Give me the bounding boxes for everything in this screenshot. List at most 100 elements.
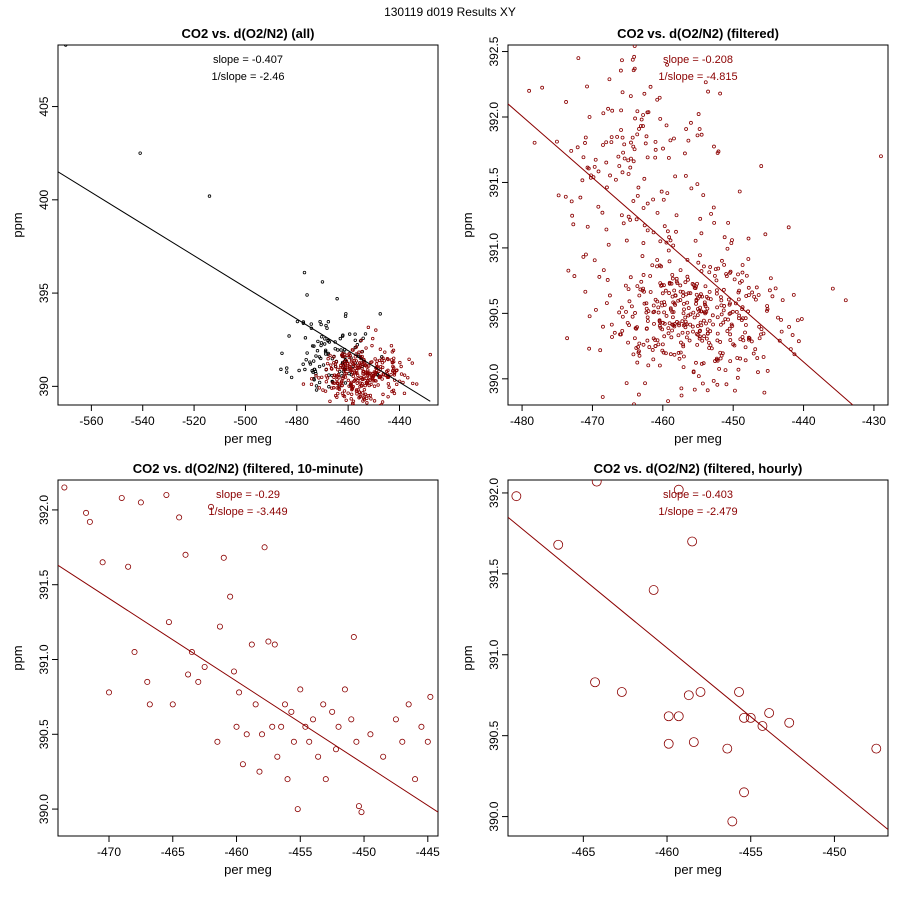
data-point bbox=[757, 336, 762, 341]
data-point bbox=[604, 160, 609, 165]
data-point bbox=[314, 354, 318, 358]
data-point bbox=[418, 723, 425, 730]
data-point bbox=[609, 140, 614, 145]
data-point bbox=[698, 334, 702, 339]
data-point bbox=[737, 313, 742, 318]
data-point bbox=[667, 321, 672, 326]
data-point bbox=[614, 177, 618, 182]
data-point bbox=[332, 375, 336, 379]
data-point bbox=[705, 327, 710, 332]
data-point bbox=[288, 708, 295, 715]
data-point bbox=[680, 319, 685, 324]
data-point bbox=[692, 315, 697, 320]
data-point bbox=[628, 94, 633, 99]
data-point bbox=[615, 134, 620, 139]
data-point bbox=[621, 221, 626, 226]
data-point bbox=[350, 358, 354, 362]
data-point bbox=[399, 372, 404, 376]
data-point bbox=[681, 344, 686, 349]
data-point bbox=[757, 324, 762, 329]
data-point bbox=[732, 277, 737, 282]
data-point bbox=[341, 354, 346, 359]
data-point bbox=[708, 265, 713, 269]
data-point bbox=[795, 318, 800, 323]
data-point bbox=[713, 273, 717, 278]
data-point bbox=[648, 290, 653, 294]
x-tick-label: -460 bbox=[225, 845, 249, 859]
data-point bbox=[555, 139, 559, 144]
data-point bbox=[144, 678, 151, 685]
data-point bbox=[685, 274, 690, 279]
data-point bbox=[666, 155, 671, 160]
data-point bbox=[338, 336, 343, 341]
data-point bbox=[363, 371, 368, 376]
data-point bbox=[349, 397, 353, 401]
data-point bbox=[753, 347, 758, 352]
data-point bbox=[303, 336, 308, 340]
data-point bbox=[317, 376, 321, 380]
data-point bbox=[673, 484, 684, 495]
data-point bbox=[308, 362, 313, 366]
data-point bbox=[355, 371, 359, 376]
data-point bbox=[370, 373, 374, 377]
data-point bbox=[632, 336, 637, 341]
data-point bbox=[676, 298, 681, 303]
data-point bbox=[660, 342, 665, 347]
data-point bbox=[678, 350, 683, 355]
data-point bbox=[565, 336, 570, 341]
data-point bbox=[644, 301, 649, 306]
data-point bbox=[681, 365, 686, 370]
data-point bbox=[352, 379, 356, 384]
data-point bbox=[756, 370, 760, 375]
y-tick-label: 390 bbox=[37, 376, 51, 396]
data-point bbox=[563, 194, 568, 199]
data-point bbox=[627, 323, 631, 327]
data-point bbox=[316, 339, 320, 344]
data-point bbox=[711, 322, 715, 327]
data-point bbox=[628, 165, 633, 170]
data-point bbox=[696, 112, 701, 116]
data-point bbox=[659, 189, 664, 194]
data-point bbox=[725, 329, 730, 333]
data-point bbox=[635, 132, 640, 137]
data-point bbox=[688, 737, 699, 748]
data-point bbox=[353, 338, 357, 342]
data-point bbox=[635, 360, 640, 365]
data-point bbox=[335, 297, 339, 301]
data-point bbox=[367, 731, 374, 738]
data-point bbox=[360, 350, 364, 354]
data-point bbox=[720, 351, 725, 356]
data-point bbox=[651, 303, 656, 308]
fit-line bbox=[58, 564, 438, 813]
data-point bbox=[592, 258, 597, 263]
data-point bbox=[347, 371, 351, 376]
data-point bbox=[629, 304, 634, 309]
data-point bbox=[667, 281, 672, 286]
data-point bbox=[704, 336, 709, 341]
data-point bbox=[601, 324, 605, 329]
data-point bbox=[335, 723, 342, 730]
data-point bbox=[689, 186, 694, 191]
data-point bbox=[361, 391, 365, 395]
data-point bbox=[619, 108, 624, 113]
data-point bbox=[682, 307, 686, 312]
data-point bbox=[362, 388, 367, 392]
data-point bbox=[740, 270, 745, 275]
data-point bbox=[666, 248, 671, 253]
data-point bbox=[680, 330, 685, 335]
data-point bbox=[657, 323, 662, 328]
data-point bbox=[339, 363, 343, 368]
data-point bbox=[670, 328, 674, 333]
data-point bbox=[540, 85, 545, 90]
data-point bbox=[366, 325, 371, 330]
data-point bbox=[348, 716, 355, 723]
data-point bbox=[660, 327, 665, 332]
data-point bbox=[566, 268, 571, 273]
x-tick-label: -520 bbox=[182, 414, 206, 428]
data-point bbox=[361, 336, 365, 341]
data-point bbox=[645, 201, 650, 206]
y-tick-label: 390.5 bbox=[37, 719, 51, 749]
y-tick-label: 390.0 bbox=[37, 794, 51, 824]
data-point bbox=[830, 286, 835, 291]
data-point bbox=[305, 351, 309, 355]
